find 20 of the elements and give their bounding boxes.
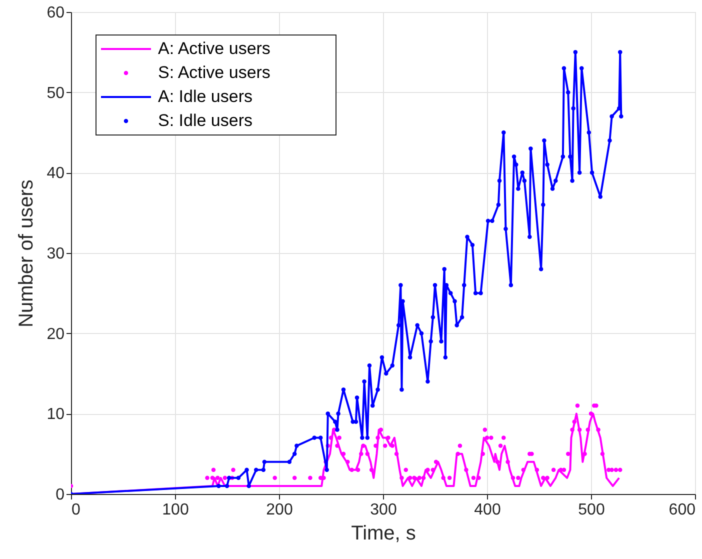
- y-tick-label: 30: [46, 246, 65, 262]
- x-tick-label: 600: [668, 502, 696, 518]
- y-tick-label: 60: [46, 4, 65, 22]
- x-tick-label: 100: [162, 502, 189, 518]
- x-tick-label: 0: [72, 502, 80, 518]
- y-tick-label: 10: [46, 406, 65, 424]
- y-tick-label: 40: [46, 165, 65, 182]
- legend-label: A: Idle users: [158, 87, 252, 106]
- x-tick-label: 200: [266, 502, 293, 518]
- x-axis-title: Time, s: [351, 522, 416, 544]
- x-tick-label: 500: [578, 502, 605, 518]
- y-axis-title: Number of users: [16, 180, 38, 328]
- legend-label: S: Active users: [158, 63, 270, 82]
- legend-label: A: Active users: [158, 39, 270, 58]
- y-tick-label: 0: [56, 486, 65, 504]
- x-tick-label: 300: [370, 502, 397, 518]
- y-tick-label: 20: [46, 326, 65, 343]
- y-tick-label: 50: [46, 84, 65, 102]
- x-tick-label: 400: [474, 502, 501, 518]
- legend-label: S: Idle users: [158, 111, 252, 130]
